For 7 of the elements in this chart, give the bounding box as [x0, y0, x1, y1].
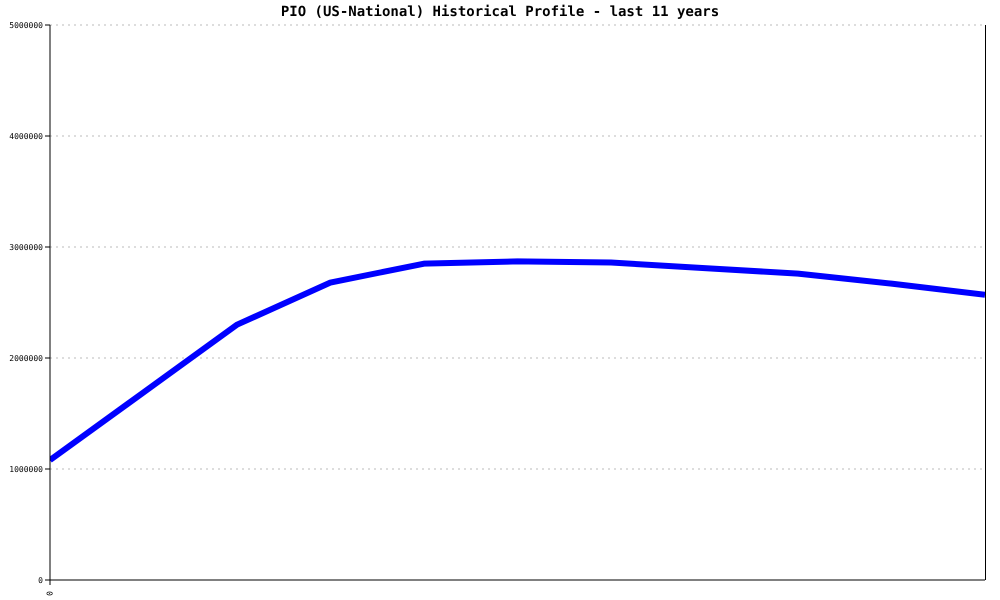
y-tick-label: 4000000 [9, 132, 44, 141]
y-tick-label: 3000000 [9, 242, 44, 252]
y-tick-label: 1000000 [9, 464, 44, 474]
y-tick-label: 2000000 [9, 354, 44, 363]
y-tick-label: 0 [38, 576, 44, 585]
chart-title: PIO (US-National) Historical Profile - last 11 years [280, 4, 720, 20]
y-tick-label: 5000000 [9, 20, 44, 30]
